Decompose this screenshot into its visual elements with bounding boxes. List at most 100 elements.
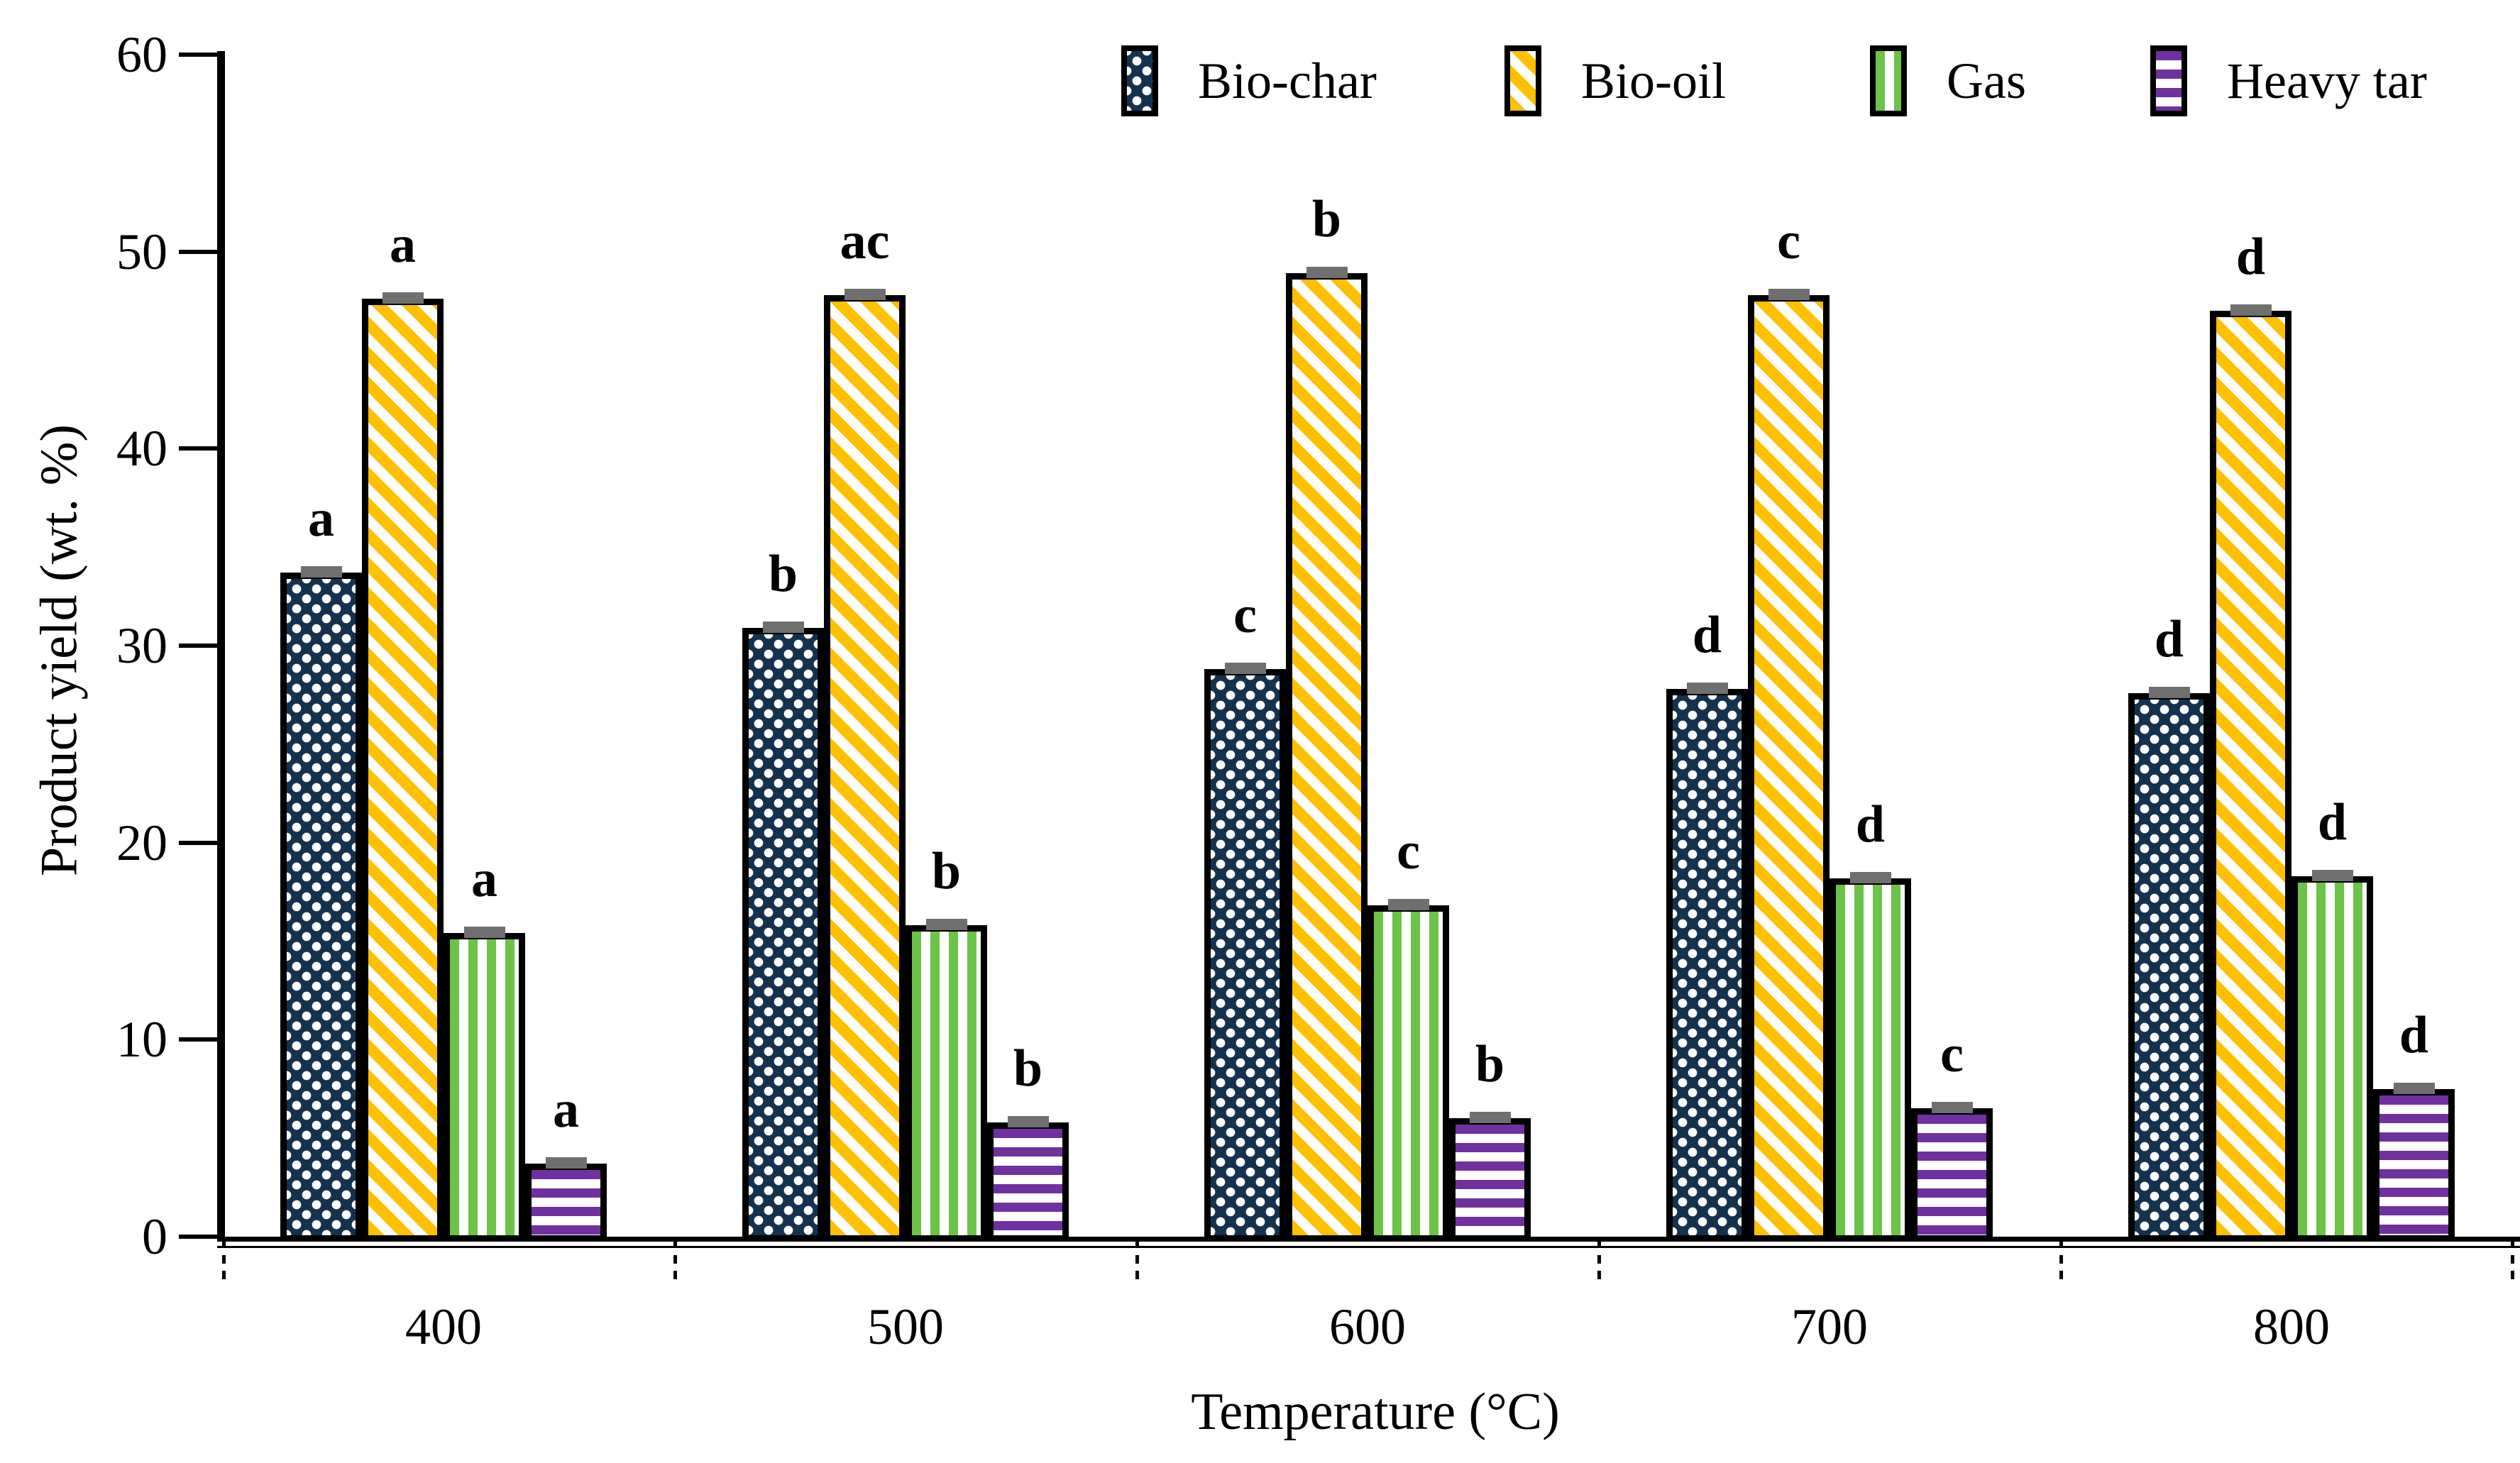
significance-letter-bio-oil-700: c bbox=[1777, 211, 1800, 270]
bar-bio-oil-500 bbox=[824, 294, 906, 1242]
x-axis-title: Temperature (°C) bbox=[1191, 1383, 1560, 1441]
error-bar-cap-bio-char-800 bbox=[2148, 686, 2190, 698]
axis-boundary-dash bbox=[222, 1240, 226, 1283]
y-tick-label: 30 bbox=[116, 617, 167, 674]
significance-letter-gas-700: d bbox=[1855, 795, 1886, 854]
y-tick-mark bbox=[179, 643, 219, 648]
error-bar-cap-bio-char-400 bbox=[300, 566, 342, 578]
y-tick-label: 20 bbox=[116, 814, 167, 871]
significance-letter-bio-oil-800: d bbox=[2235, 227, 2266, 286]
legend-swatch-heavy-tar-icon bbox=[2150, 45, 2187, 116]
bar-heavy-tar-700 bbox=[1911, 1108, 1993, 1242]
error-bar-cap-gas-600 bbox=[1387, 899, 1429, 911]
x-tick-label-700: 700 bbox=[1791, 1298, 1868, 1355]
error-bar-cap-bio-oil-700 bbox=[1768, 288, 1810, 300]
x-axis-baseline-underline bbox=[217, 1246, 2520, 1248]
bar-bio-char-500 bbox=[742, 627, 824, 1242]
y-tick-label: 10 bbox=[116, 1011, 167, 1069]
error-bar-cap-gas-800 bbox=[2311, 869, 2353, 881]
x-tick-label-600: 600 bbox=[1329, 1298, 1406, 1355]
significance-letter-heavy-tar-400: a bbox=[553, 1081, 579, 1139]
y-tick-mark bbox=[179, 840, 219, 845]
bar-bio-oil-800 bbox=[2210, 310, 2291, 1242]
significance-letter-gas-400: a bbox=[471, 850, 497, 909]
axis-boundary-dash bbox=[1597, 1240, 1601, 1283]
legend-swatch-bio-oil-icon bbox=[1504, 45, 1541, 116]
error-bar-cap-heavy-tar-600 bbox=[1469, 1112, 1511, 1124]
significance-letter-heavy-tar-600: b bbox=[1475, 1035, 1505, 1094]
legend-item-gas: Gas bbox=[1870, 41, 2026, 121]
bar-bio-oil-700 bbox=[1748, 294, 1830, 1242]
significance-letter-bio-oil-500: ac bbox=[840, 211, 890, 270]
error-bar-cap-bio-char-500 bbox=[762, 621, 804, 633]
error-bar-cap-heavy-tar-500 bbox=[1007, 1115, 1049, 1127]
significance-letter-bio-char-700: d bbox=[1692, 605, 1722, 664]
significance-letter-heavy-tar-500: b bbox=[1013, 1039, 1043, 1098]
error-bar-cap-bio-oil-500 bbox=[844, 288, 886, 300]
x-tick-label-400: 400 bbox=[405, 1298, 482, 1355]
significance-letter-bio-oil-400: a bbox=[390, 216, 416, 275]
y-tick-label: 0 bbox=[142, 1208, 167, 1265]
error-bar-cap-bio-char-700 bbox=[1686, 682, 1728, 694]
y-tick-label: 60 bbox=[116, 26, 167, 83]
bar-heavy-tar-500 bbox=[987, 1122, 1069, 1242]
legend-item-bio-oil: Bio-oil bbox=[1504, 41, 1726, 121]
bar-bio-oil-600 bbox=[1286, 273, 1368, 1242]
significance-letter-heavy-tar-800: d bbox=[2399, 1005, 2429, 1064]
bar-bio-char-700 bbox=[1666, 688, 1748, 1242]
legend-label-gas: Gas bbox=[1947, 53, 2026, 109]
legend-swatch-bio-char-icon bbox=[1121, 45, 1158, 116]
y-tick-label: 50 bbox=[116, 223, 167, 280]
legend-label-bio-oil: Bio-oil bbox=[1581, 53, 1727, 109]
error-bar-cap-heavy-tar-800 bbox=[2393, 1082, 2435, 1094]
x-tick-label-500: 500 bbox=[867, 1298, 944, 1355]
significance-letter-bio-oil-600: b bbox=[1311, 190, 1342, 249]
y-tick-mark bbox=[179, 249, 219, 254]
error-bar-cap-bio-oil-600 bbox=[1306, 267, 1348, 279]
axis-boundary-dash bbox=[1135, 1240, 1139, 1283]
bar-bio-char-400 bbox=[280, 573, 362, 1242]
bar-bio-char-800 bbox=[2128, 692, 2210, 1242]
bar-bio-oil-400 bbox=[362, 299, 444, 1242]
legend-swatch-gas-icon bbox=[1870, 45, 1907, 116]
legend: Bio-char Bio-oil Gas Heavy tar bbox=[0, 41, 2520, 126]
y-axis-line bbox=[217, 51, 225, 1242]
significance-letter-gas-600: c bbox=[1397, 822, 1420, 881]
significance-letter-gas-800: d bbox=[2317, 793, 2348, 851]
significance-letter-heavy-tar-700: c bbox=[1940, 1025, 1964, 1084]
error-bar-cap-bio-oil-400 bbox=[382, 292, 424, 304]
bar-gas-700 bbox=[1830, 878, 1911, 1242]
error-bar-cap-gas-400 bbox=[463, 927, 505, 939]
legend-label-heavy-tar: Heavy tar bbox=[2227, 53, 2427, 109]
significance-letter-bio-char-400: a bbox=[308, 490, 334, 548]
legend-label-bio-char: Bio-char bbox=[1198, 53, 1377, 109]
bar-heavy-tar-400 bbox=[525, 1164, 607, 1242]
bar-heavy-tar-800 bbox=[2373, 1088, 2455, 1242]
axis-boundary-dash bbox=[673, 1240, 677, 1283]
bar-bio-char-600 bbox=[1204, 669, 1286, 1242]
bar-gas-800 bbox=[2291, 876, 2373, 1242]
bar-gas-600 bbox=[1368, 905, 1449, 1242]
x-tick-label-800: 800 bbox=[2253, 1298, 2330, 1355]
y-tick-mark bbox=[179, 52, 219, 57]
y-tick-label: 40 bbox=[116, 420, 167, 477]
error-bar-cap-heavy-tar-400 bbox=[545, 1157, 587, 1169]
axis-boundary-dash bbox=[2511, 1240, 2514, 1283]
axis-boundary-dash bbox=[2059, 1240, 2063, 1283]
error-bar-cap-bio-oil-800 bbox=[2230, 304, 2272, 316]
error-bar-cap-gas-500 bbox=[925, 919, 967, 931]
y-tick-mark bbox=[179, 1037, 219, 1042]
significance-letter-bio-char-800: d bbox=[2154, 609, 2184, 668]
y-tick-mark bbox=[179, 1235, 219, 1239]
y-tick-mark bbox=[179, 446, 219, 451]
legend-item-heavy-tar: Heavy tar bbox=[2150, 41, 2427, 121]
bar-heavy-tar-600 bbox=[1449, 1118, 1531, 1242]
legend-item-bio-char: Bio-char bbox=[1121, 41, 1377, 121]
bar-gas-500 bbox=[906, 925, 987, 1242]
error-bar-cap-heavy-tar-700 bbox=[1931, 1102, 1973, 1114]
significance-letter-gas-500: b bbox=[931, 842, 962, 901]
significance-letter-bio-char-600: c bbox=[1233, 586, 1257, 645]
significance-letter-bio-char-500: b bbox=[768, 544, 798, 603]
error-bar-cap-bio-char-600 bbox=[1224, 663, 1266, 675]
